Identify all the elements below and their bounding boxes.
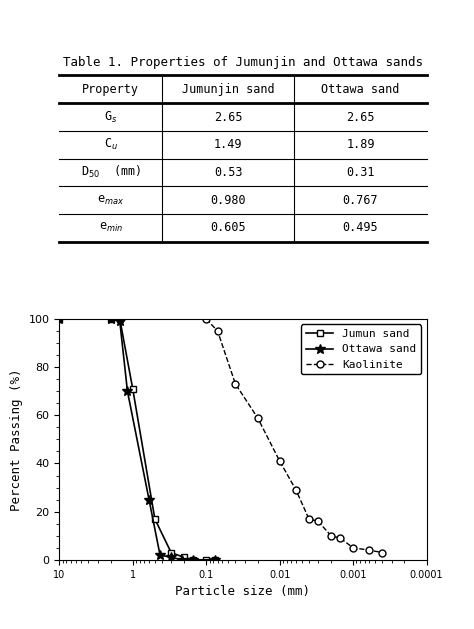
Text: C$_u$: C$_u$ [104, 137, 118, 152]
Kaolinite [337, 535, 343, 542]
Text: Jumunjin sand: Jumunjin sand [182, 83, 274, 96]
Text: 1.49: 1.49 [214, 138, 243, 151]
Text: 0.980: 0.980 [210, 194, 246, 206]
Jumun sand [130, 385, 136, 392]
Jumun sand [168, 549, 174, 557]
Kaolinite [233, 380, 238, 387]
Ottawa sand [191, 556, 196, 564]
Kaolinite [277, 457, 283, 465]
Kaolinite [215, 327, 220, 335]
Kaolinite [380, 549, 385, 557]
Jumun sand [181, 554, 187, 561]
Ottawa sand [56, 315, 62, 323]
Legend: Jumun sand, Ottawa sand, Kaolinite: Jumun sand, Ottawa sand, Kaolinite [301, 325, 421, 374]
Kaolinite [255, 414, 260, 421]
Kaolinite [306, 515, 312, 523]
Jumun sand [191, 556, 196, 564]
Y-axis label: Percent Passing (%): Percent Passing (%) [10, 368, 23, 511]
Kaolinite [366, 547, 372, 554]
Text: e$_{max}$: e$_{max}$ [97, 194, 124, 206]
Text: 0.31: 0.31 [346, 166, 375, 179]
Line: Ottawa sand: Ottawa sand [55, 314, 220, 565]
Text: 0.605: 0.605 [210, 221, 246, 234]
Ottawa sand [168, 554, 174, 561]
Ottawa sand [125, 387, 130, 395]
Kaolinite [315, 518, 321, 525]
Jumun sand [56, 315, 62, 323]
Text: 1.89: 1.89 [346, 138, 375, 151]
Text: 2.65: 2.65 [346, 111, 375, 123]
Text: 0.767: 0.767 [343, 194, 378, 206]
Kaolinite [350, 544, 356, 552]
Line: Kaolinite: Kaolinite [203, 316, 386, 556]
Ottawa sand [179, 556, 185, 564]
Text: D$_{50}$  (mm): D$_{50}$ (mm) [81, 164, 141, 181]
Ottawa sand [108, 315, 113, 323]
X-axis label: Particle size (mm): Particle size (mm) [175, 585, 310, 598]
Jumun sand [203, 556, 209, 564]
Kaolinite [293, 486, 299, 494]
Line: Jumun sand: Jumun sand [56, 316, 219, 564]
Text: G$_s$: G$_s$ [104, 109, 118, 125]
Ottawa sand [146, 496, 152, 503]
Text: 0.495: 0.495 [343, 221, 378, 234]
Text: 0.53: 0.53 [214, 166, 243, 179]
Ottawa sand [117, 318, 123, 325]
Ottawa sand [157, 551, 163, 559]
Kaolinite [328, 532, 334, 540]
Jumun sand [212, 556, 218, 564]
Text: Property: Property [82, 83, 139, 96]
Text: Table 1. Properties of Jumunjin and Ottawa sands: Table 1. Properties of Jumunjin and Otta… [63, 56, 423, 69]
Text: e$_{min}$: e$_{min}$ [99, 221, 123, 235]
Kaolinite [203, 315, 209, 323]
Text: 2.65: 2.65 [214, 111, 243, 123]
Jumun sand [117, 315, 123, 323]
Ottawa sand [212, 556, 218, 564]
Jumun sand [152, 515, 158, 523]
Text: Ottawa sand: Ottawa sand [321, 83, 400, 96]
Jumun sand [108, 315, 113, 323]
